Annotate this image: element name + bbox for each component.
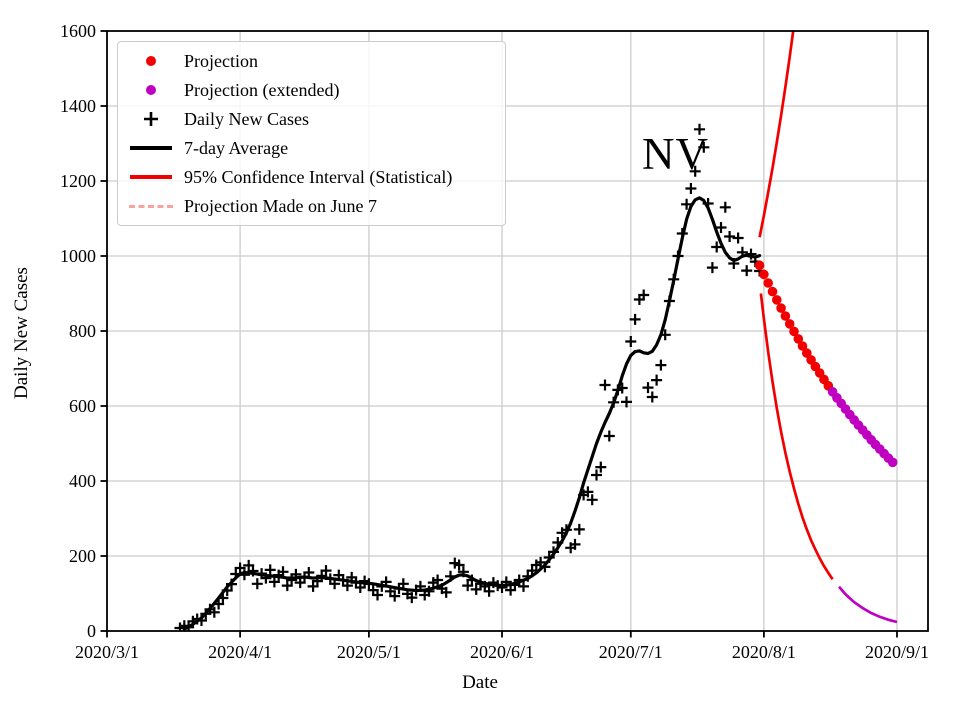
legend-label: Projection (extended) bbox=[184, 79, 340, 100]
projection-extended-dot-icon bbox=[146, 84, 156, 95]
state-annotation: NV bbox=[642, 129, 709, 179]
legend-marker-cell bbox=[118, 146, 184, 150]
y-axis-label: Daily New Cases bbox=[11, 267, 32, 399]
x-axis-label: Date bbox=[462, 672, 498, 693]
legend-label: Projection bbox=[184, 50, 258, 71]
y-axis-ticks bbox=[100, 30, 107, 632]
june7-lower bbox=[530, 571, 667, 607]
y-tick-label: 800 bbox=[69, 321, 96, 341]
x-tick-label: 2020/7/1 bbox=[599, 642, 663, 662]
y-tick-label: 600 bbox=[69, 396, 96, 416]
june7-dashed-line-icon bbox=[129, 204, 173, 208]
average-line-icon bbox=[130, 146, 172, 150]
legend-marker-cell bbox=[118, 175, 184, 179]
projection-dot-icon bbox=[146, 55, 156, 66]
legend-marker-cell bbox=[118, 110, 184, 128]
x-axis-ticks bbox=[106, 631, 898, 638]
x-tick-label: 2020/3/1 bbox=[75, 642, 139, 662]
plus-marker-icon bbox=[144, 111, 158, 126]
projection-dots bbox=[754, 260, 834, 391]
legend-item-projection-extended: Projection (extended) bbox=[118, 75, 505, 104]
legend-item-daily-new-cases: Daily New Cases bbox=[118, 104, 505, 133]
y-tick-label: 1400 bbox=[60, 96, 96, 116]
x-tick-label: 2020/4/1 bbox=[208, 642, 272, 662]
y-tick-label: 200 bbox=[69, 546, 96, 566]
june7-projection-curves bbox=[530, 483, 667, 607]
legend-item-projection: Projection bbox=[118, 46, 505, 75]
confidence-interval-upper bbox=[758, 31, 795, 238]
y-tick-label: 400 bbox=[69, 471, 96, 491]
legend-label: 95% Confidence Interval (Statistical) bbox=[184, 167, 453, 188]
legend-item-7day-average: 7-day Average bbox=[118, 134, 505, 163]
plot-series bbox=[174, 31, 898, 631]
legend-label: 7-day Average bbox=[184, 138, 289, 159]
y-tick-label: 0 bbox=[87, 621, 96, 641]
legend: Projection Projection (extended) Daily N… bbox=[117, 41, 506, 226]
x-tick-label: 2020/6/1 bbox=[470, 642, 534, 662]
x-axis-tick-labels: 2020/3/1 2020/4/1 2020/5/1 2020/6/1 2020/7/1… bbox=[75, 642, 929, 662]
x-tick-label: 2020/5/1 bbox=[337, 642, 401, 662]
june7-middle bbox=[530, 568, 667, 571]
ci-line-icon bbox=[130, 175, 172, 179]
seven-day-average-line bbox=[182, 196, 762, 631]
legend-marker-cell bbox=[118, 204, 184, 208]
y-tick-label: 1000 bbox=[60, 246, 96, 266]
legend-label: Daily New Cases bbox=[184, 108, 309, 129]
legend-marker-cell bbox=[118, 55, 184, 66]
projection-extended-dots bbox=[827, 387, 898, 468]
x-tick-label: 2020/8/1 bbox=[732, 642, 796, 662]
y-axis-tick-labels: 0 200 400 600 800 1000 1200 1400 1600 bbox=[60, 21, 96, 641]
confidence-interval-lower-extended bbox=[837, 585, 898, 624]
y-tick-label: 1600 bbox=[60, 21, 96, 41]
legend-label: Projection Made on June 7 bbox=[184, 196, 377, 217]
x-tick-label: 2020/9/1 bbox=[865, 642, 929, 662]
confidence-interval-lower bbox=[759, 293, 834, 581]
legend-marker-cell bbox=[118, 84, 184, 95]
legend-item-june7-projection: Projection Made on June 7 bbox=[118, 192, 505, 221]
legend-item-confidence-interval: 95% Confidence Interval (Statistical) bbox=[118, 163, 505, 192]
y-tick-label: 1200 bbox=[60, 171, 96, 191]
